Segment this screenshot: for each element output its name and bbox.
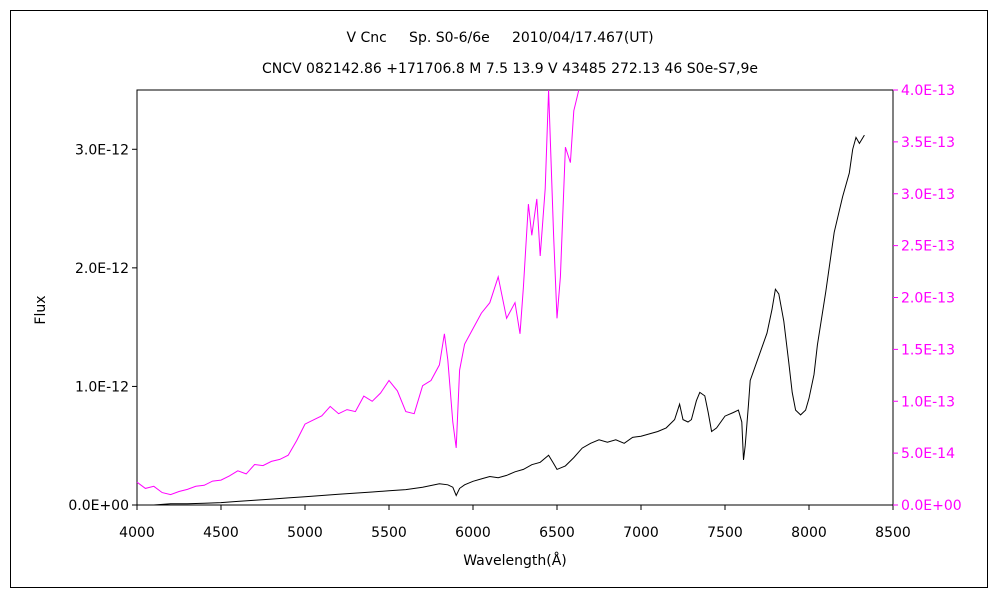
y-axis-ticks: 0.0E+00 1.0E-12 2.0E-12 3.0E-12 — [68, 142, 137, 514]
series-1-line — [137, 134, 865, 506]
y2-tick-label: 4.0E-13 — [901, 83, 955, 99]
y2-tick-label: 3.0E-13 — [901, 187, 955, 203]
y2-tick-label: 1.5E-13 — [901, 342, 955, 358]
chart-frame — [10, 10, 988, 588]
y2-tick-label: 0.0E+00 — [901, 498, 962, 514]
y-tick-label: 3.0E-12 — [75, 142, 129, 158]
y-axis-label: Flux — [33, 295, 49, 324]
x-tick-label: 8000 — [791, 525, 827, 541]
x-tick-label: 4500 — [203, 525, 239, 541]
y2-tick-label: 2.5E-13 — [901, 239, 955, 255]
x-tick-label: 7500 — [707, 525, 743, 541]
chart-subtitle: CNCV 082142.86 +171706.8 M 7.5 13.9 V 43… — [262, 61, 758, 77]
x-tick-label: 5500 — [371, 525, 407, 541]
x-tick-label: 6000 — [455, 525, 491, 541]
x-tick-label: 8500 — [875, 525, 911, 541]
series-group — [136, 89, 865, 506]
x-axis-label: Wavelength(Å) — [463, 552, 567, 569]
y-tick-label: 2.0E-12 — [75, 261, 129, 277]
y2-tick-label: 2.0E-13 — [901, 291, 955, 307]
series-2-line — [136, 89, 580, 496]
x-tick-label: 7000 — [623, 525, 659, 541]
y2-tick-label: 3.5E-13 — [901, 135, 955, 151]
y-tick-label: 1.0E-12 — [75, 379, 129, 395]
x-tick-label: 6500 — [539, 525, 575, 541]
y2-tick-label: 5.0E-14 — [901, 446, 955, 462]
x-tick-label: 4000 — [119, 525, 155, 541]
x-axis-ticks: 4000 4500 5000 5500 6000 6500 7000 7500 8000 8500 — [119, 505, 911, 541]
y2-tick-label: 1.0E-13 — [901, 394, 955, 410]
y2-axis-ticks: 0.0E+00 5.0E-14 1.0E-13 1.5E-13 2.0E-13 2.5E-… — [893, 83, 962, 514]
y-tick-label: 0.0E+00 — [68, 498, 129, 514]
chart-title: V Cnc Sp. S0-6/6e 2010/04/17.467(UT) — [346, 30, 653, 46]
x-tick-label: 5000 — [287, 525, 323, 541]
